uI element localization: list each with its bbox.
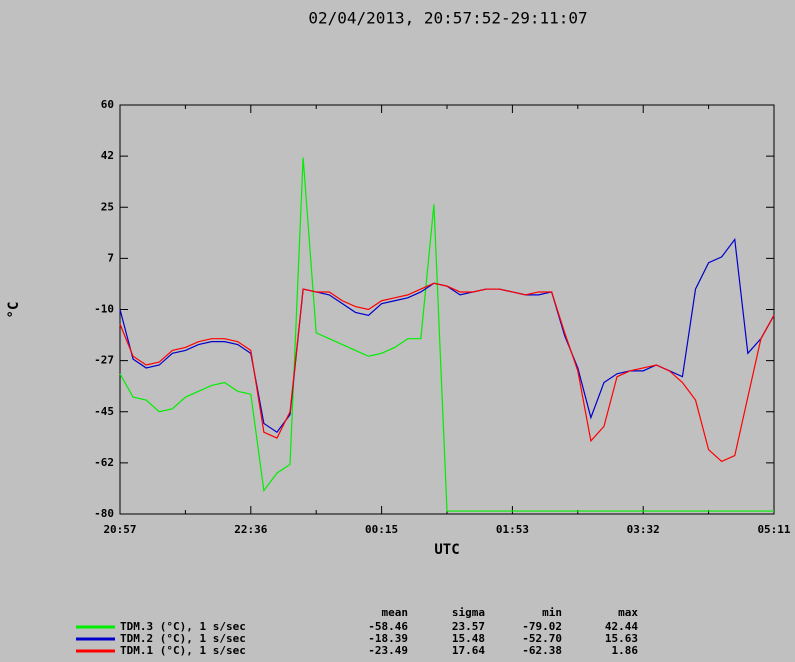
stats-header: min — [542, 606, 562, 619]
chart-title: 02/04/2013, 20:57:52-29:11:07 — [308, 9, 587, 28]
y-tick-label: -27 — [94, 354, 114, 367]
y-axis-label: °C — [6, 302, 22, 319]
x-tick-label: 22:36 — [234, 523, 267, 536]
x-tick-label: 03:32 — [627, 523, 660, 536]
y-tick-label: -45 — [94, 405, 114, 418]
x-tick-label: 00:15 — [365, 523, 398, 536]
stats-value: -52.70 — [522, 632, 562, 645]
stats-value: 1.86 — [612, 644, 639, 657]
x-axis-label: UTC — [434, 542, 459, 558]
series-line — [119, 282, 775, 463]
y-tick-label: -62 — [94, 456, 114, 469]
stats-value: 42.44 — [605, 620, 638, 633]
stats-header: max — [618, 606, 638, 619]
legend-label: TDM.1 (°C), 1 s/sec — [120, 644, 246, 657]
stats-value: 15.48 — [452, 632, 485, 645]
stats-value: -23.49 — [368, 644, 408, 657]
stats-value: -58.46 — [368, 620, 408, 633]
x-tick-label: 01:53 — [496, 523, 529, 536]
stats-value: -62.38 — [522, 644, 562, 657]
stats-value: -18.39 — [368, 632, 408, 645]
x-tick-label: 05:11 — [757, 523, 790, 536]
stats-header: mean — [382, 606, 409, 619]
y-tick-label: -80 — [94, 507, 114, 520]
series-line — [119, 157, 774, 512]
stats-value: 23.57 — [452, 620, 485, 633]
y-tick-label: 60 — [101, 98, 114, 111]
y-tick-label: 25 — [101, 200, 114, 213]
stats-value: 15.63 — [605, 632, 638, 645]
stats-value: 17.64 — [452, 644, 485, 657]
y-tick-label: 7 — [107, 251, 114, 264]
stats-value: -79.02 — [522, 620, 562, 633]
legend-label: TDM.2 (°C), 1 s/sec — [120, 632, 246, 645]
x-tick-label: 20:57 — [103, 523, 136, 536]
stats-header: sigma — [452, 606, 485, 619]
y-tick-label: -10 — [94, 303, 114, 316]
legend-label: TDM.3 (°C), 1 s/sec — [120, 620, 246, 633]
y-tick-label: 42 — [101, 149, 114, 162]
